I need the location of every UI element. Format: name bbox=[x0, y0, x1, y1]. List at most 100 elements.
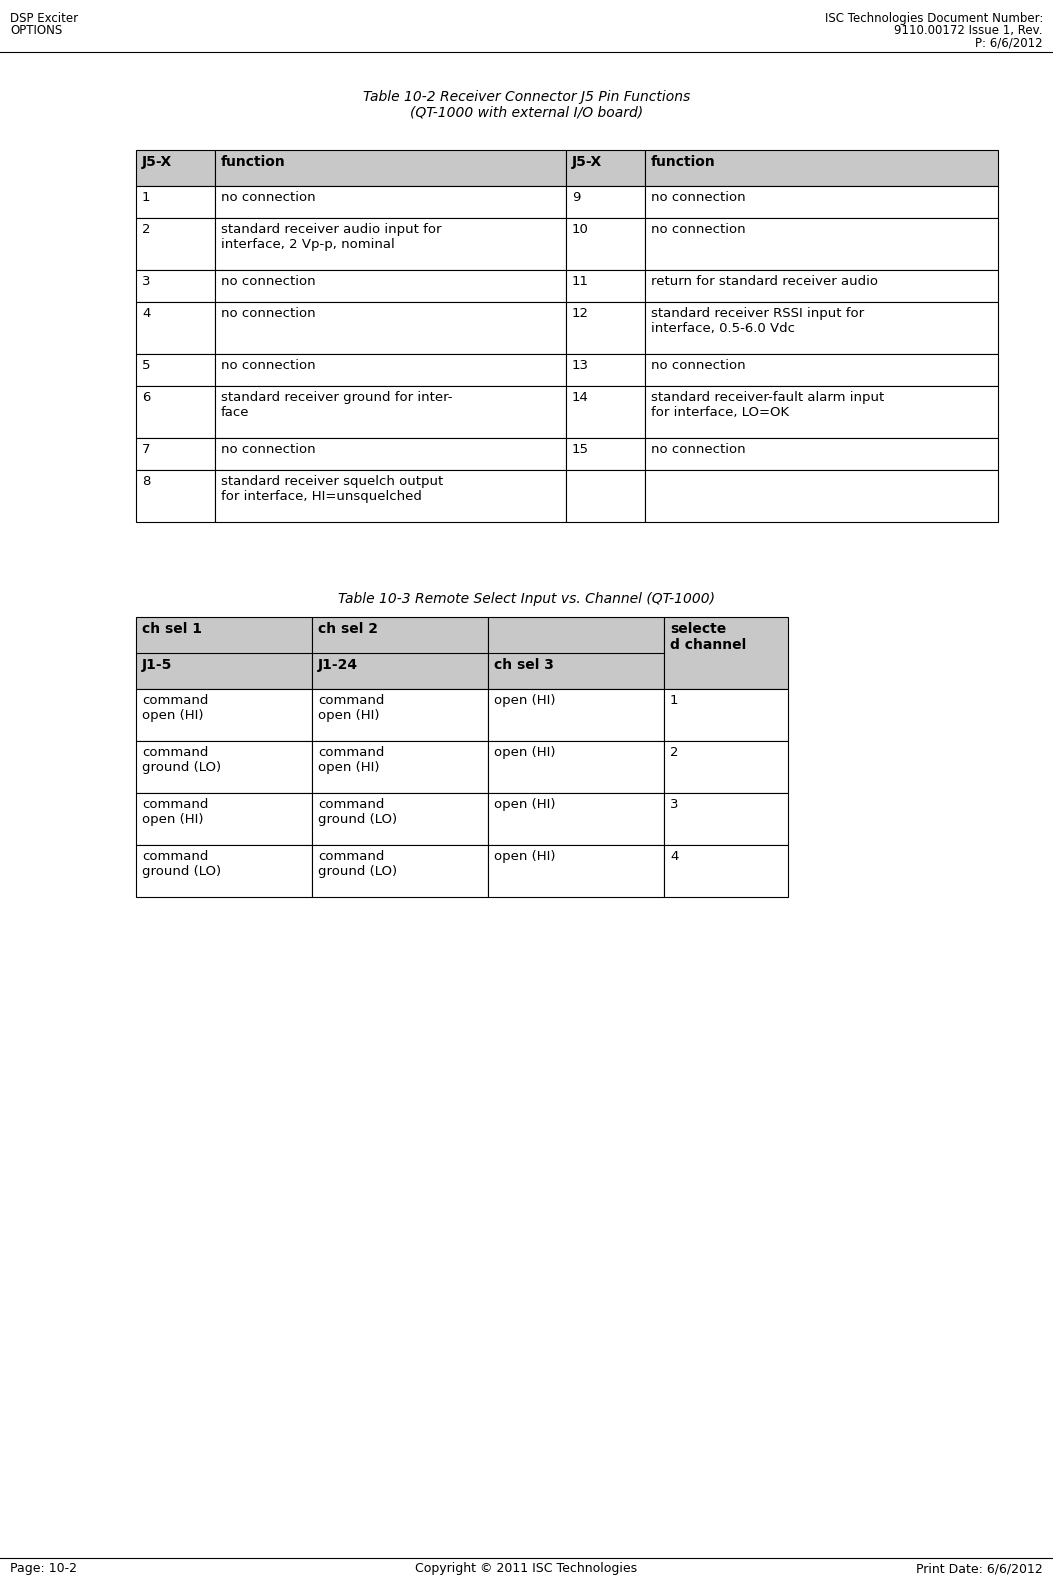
Text: P: 6/6/2012: P: 6/6/2012 bbox=[975, 37, 1044, 49]
Text: command
open (HI): command open (HI) bbox=[318, 694, 384, 723]
Bar bbox=[136, 470, 215, 522]
Text: 7: 7 bbox=[142, 443, 151, 456]
Text: standard receiver RSSI input for
interface, 0.5-6.0 Vdc: standard receiver RSSI input for interfa… bbox=[651, 306, 865, 335]
Text: function: function bbox=[651, 156, 716, 168]
Bar bbox=[215, 386, 567, 438]
Text: command
ground (LO): command ground (LO) bbox=[142, 746, 221, 773]
Text: no connection: no connection bbox=[221, 359, 316, 372]
Bar bbox=[645, 218, 998, 270]
Text: J5-X: J5-X bbox=[572, 156, 602, 168]
Bar bbox=[136, 149, 215, 186]
Bar bbox=[567, 149, 645, 186]
Bar bbox=[136, 792, 312, 845]
Bar bbox=[136, 618, 312, 689]
Bar bbox=[312, 845, 488, 897]
Text: command
open (HI): command open (HI) bbox=[318, 746, 384, 773]
Bar bbox=[136, 218, 215, 270]
Bar bbox=[215, 270, 567, 302]
Text: open (HI): open (HI) bbox=[494, 746, 556, 759]
Bar bbox=[645, 470, 998, 522]
Text: no connection: no connection bbox=[221, 275, 316, 287]
Text: Table 10-3 Remote Select Input vs. Channel (QT-1000): Table 10-3 Remote Select Input vs. Chann… bbox=[338, 592, 715, 607]
Bar bbox=[136, 354, 215, 386]
Text: no connection: no connection bbox=[651, 359, 746, 372]
Bar bbox=[136, 302, 215, 354]
Text: no connection: no connection bbox=[651, 191, 746, 203]
Bar bbox=[136, 438, 215, 470]
Text: command
open (HI): command open (HI) bbox=[142, 799, 208, 826]
Bar bbox=[567, 186, 645, 218]
Bar bbox=[488, 689, 664, 742]
Bar bbox=[567, 354, 645, 386]
Bar bbox=[664, 689, 788, 742]
Text: 15: 15 bbox=[572, 443, 589, 456]
Bar bbox=[215, 470, 567, 522]
Bar bbox=[645, 438, 998, 470]
Bar bbox=[488, 618, 664, 689]
Bar bbox=[136, 386, 215, 438]
Text: ch sel 1: ch sel 1 bbox=[142, 622, 202, 637]
Text: 9110.00172 Issue 1, Rev.: 9110.00172 Issue 1, Rev. bbox=[894, 24, 1044, 37]
Text: 2: 2 bbox=[142, 222, 151, 237]
Text: 4: 4 bbox=[670, 850, 678, 862]
Text: return for standard receiver audio: return for standard receiver audio bbox=[651, 275, 878, 287]
Bar bbox=[312, 618, 488, 689]
Bar bbox=[215, 302, 567, 354]
Text: J5-X: J5-X bbox=[142, 156, 173, 168]
Text: standard receiver audio input for
interface, 2 Vp-p, nominal: standard receiver audio input for interf… bbox=[221, 222, 441, 251]
Text: no connection: no connection bbox=[651, 443, 746, 456]
Text: 12: 12 bbox=[572, 306, 589, 321]
Bar bbox=[645, 186, 998, 218]
Bar bbox=[645, 149, 998, 186]
Bar bbox=[136, 186, 215, 218]
Text: command
open (HI): command open (HI) bbox=[142, 694, 208, 723]
Text: standard receiver squelch output
for interface, HI=unsquelched: standard receiver squelch output for int… bbox=[221, 475, 443, 503]
Bar bbox=[645, 302, 998, 354]
Bar bbox=[488, 845, 664, 897]
Bar bbox=[567, 218, 645, 270]
Text: OPTIONS: OPTIONS bbox=[9, 24, 62, 37]
Bar bbox=[664, 742, 788, 792]
Bar bbox=[312, 742, 488, 792]
Text: 13: 13 bbox=[572, 359, 589, 372]
Bar bbox=[312, 792, 488, 845]
Text: 9: 9 bbox=[572, 191, 580, 203]
Text: Page: 10-2: Page: 10-2 bbox=[9, 1563, 77, 1575]
Text: J1-24: J1-24 bbox=[318, 657, 358, 672]
Bar bbox=[215, 218, 567, 270]
Text: 4: 4 bbox=[142, 306, 151, 321]
Bar bbox=[215, 438, 567, 470]
Text: open (HI): open (HI) bbox=[494, 799, 556, 811]
Bar bbox=[645, 354, 998, 386]
Bar bbox=[645, 270, 998, 302]
Bar bbox=[312, 689, 488, 742]
Text: DSP Exciter: DSP Exciter bbox=[9, 13, 78, 25]
Text: no connection: no connection bbox=[221, 306, 316, 321]
Bar bbox=[567, 302, 645, 354]
Text: no connection: no connection bbox=[221, 443, 316, 456]
Bar bbox=[215, 149, 567, 186]
Bar bbox=[215, 186, 567, 218]
Bar bbox=[567, 470, 645, 522]
Bar bbox=[567, 270, 645, 302]
Text: 8: 8 bbox=[142, 475, 151, 488]
Bar bbox=[215, 354, 567, 386]
Text: standard receiver ground for inter-
face: standard receiver ground for inter- face bbox=[221, 391, 453, 419]
Bar bbox=[136, 742, 312, 792]
Text: J1-5: J1-5 bbox=[142, 657, 173, 672]
Bar bbox=[136, 689, 312, 742]
Text: Copyright © 2011 ISC Technologies: Copyright © 2011 ISC Technologies bbox=[416, 1563, 637, 1575]
Text: command
ground (LO): command ground (LO) bbox=[318, 799, 397, 826]
Text: 11: 11 bbox=[572, 275, 589, 287]
Text: no connection: no connection bbox=[221, 191, 316, 203]
Text: 1: 1 bbox=[670, 694, 678, 707]
Bar bbox=[488, 792, 664, 845]
Text: 2: 2 bbox=[670, 746, 678, 759]
Text: Table 10-2 Receiver Connector J5 Pin Functions: Table 10-2 Receiver Connector J5 Pin Fun… bbox=[363, 91, 690, 103]
Text: Print Date: 6/6/2012: Print Date: 6/6/2012 bbox=[916, 1563, 1044, 1575]
Text: command
ground (LO): command ground (LO) bbox=[318, 850, 397, 878]
Text: ISC Technologies Document Number:: ISC Technologies Document Number: bbox=[824, 13, 1044, 25]
Text: 10: 10 bbox=[572, 222, 589, 237]
Text: no connection: no connection bbox=[651, 222, 746, 237]
Text: 14: 14 bbox=[572, 391, 589, 403]
